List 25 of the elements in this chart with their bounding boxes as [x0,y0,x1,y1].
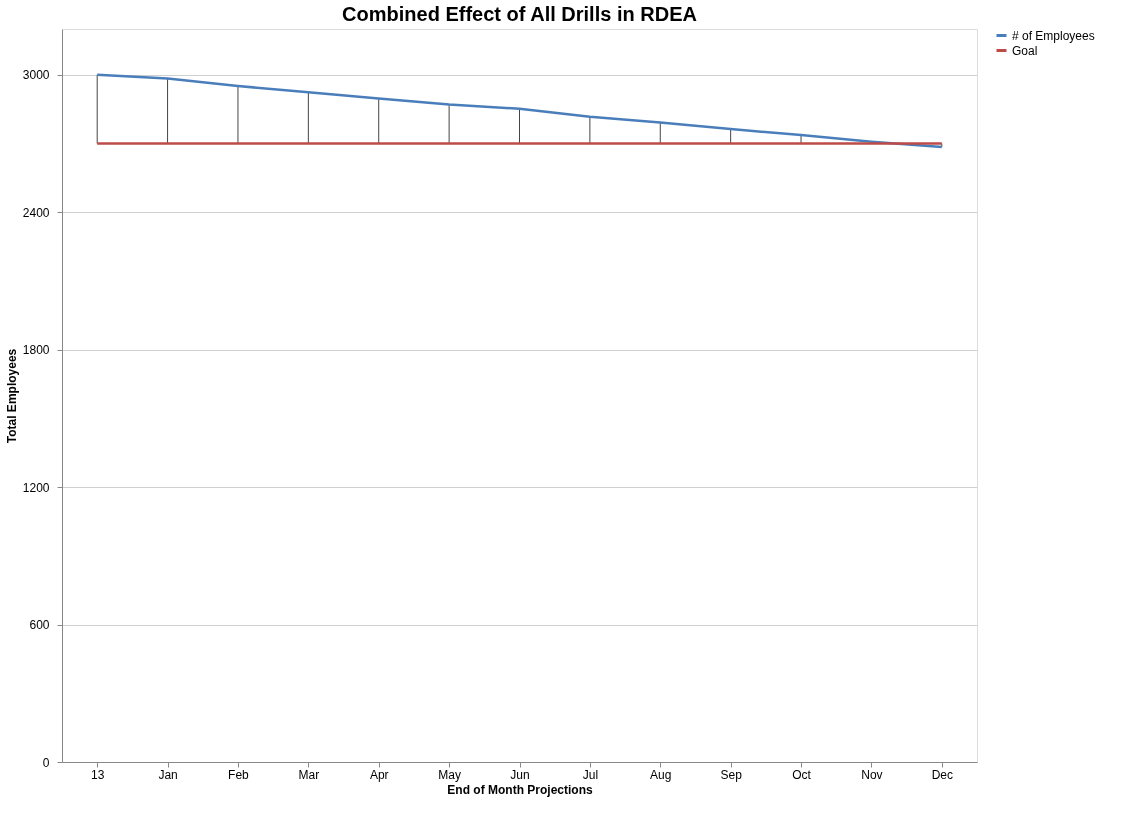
x-tick-label: Jun [510,767,530,782]
x-tick-label: Dec [931,767,953,782]
x-tick-label: Aug [650,767,672,782]
x-tick-label: Feb [228,767,250,782]
x-tick-label: Jul [582,767,599,782]
y-tick-label: 1200 [22,480,50,495]
x-axis-title: End of Month Projections [447,782,593,797]
chart-title: Combined Effect of All Drills in RDEA [342,3,697,25]
y-axis-title: Total Employees [4,348,19,444]
line-series [95,73,944,149]
x-tick-label: Sep [720,767,743,782]
x-tick-label: Jan [158,767,178,782]
legend-label: Goal [1012,43,1038,58]
x-tick-label: 13 [91,767,105,782]
x-tick-label: Oct [792,767,812,782]
x-tick-label: Mar [298,767,320,782]
x-tick-label: Nov [861,767,883,782]
x-tick-label: May [438,767,461,782]
y-tick-label: 3000 [22,68,50,83]
y-tick-label: 2400 [22,205,50,220]
y-tick-label: 0 [42,755,50,770]
y-tick-label: 1800 [22,343,50,358]
x-tick-label: Apr [369,767,389,782]
y-tick-label: 600 [29,618,50,633]
legend-label: # of Employees [1012,28,1095,43]
